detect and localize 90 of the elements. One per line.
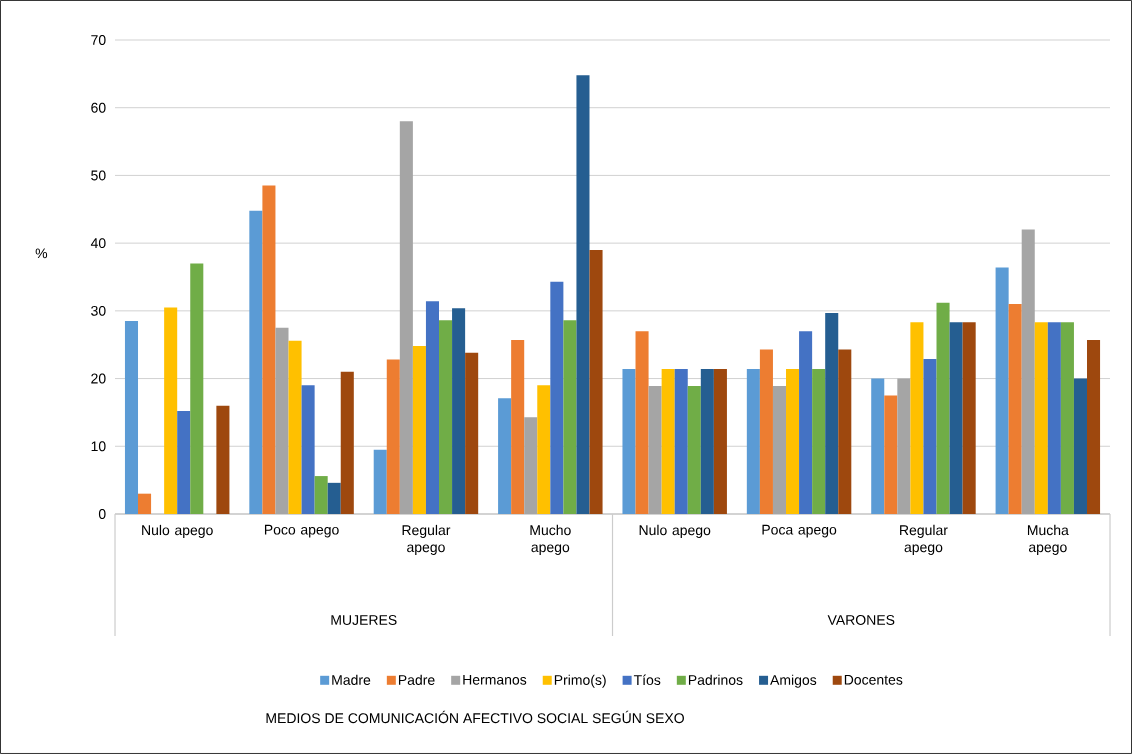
x-tick-label: Mucho apego — [530, 524, 571, 555]
y-axis-title: % — [35, 248, 48, 259]
bar — [635, 331, 649, 514]
legend-label: Padrinos — [688, 674, 743, 685]
bar — [386, 359, 400, 514]
bar — [412, 346, 426, 514]
bar — [262, 185, 276, 514]
legend-label: Padre — [398, 674, 435, 685]
bar — [648, 386, 662, 514]
bar — [452, 308, 466, 514]
bar — [884, 395, 898, 514]
bar — [910, 322, 924, 514]
bar — [301, 385, 315, 514]
legend-label: Tíos — [633, 674, 661, 686]
bar — [825, 312, 839, 514]
bar — [249, 210, 263, 514]
bar — [177, 411, 191, 514]
bar — [511, 339, 525, 514]
text: MUJERES — [331, 615, 397, 625]
bar — [786, 369, 800, 514]
bar — [772, 386, 787, 514]
bar — [190, 263, 204, 514]
bar — [897, 378, 911, 514]
x-tick-label: Poco apego — [264, 524, 339, 538]
legend-label: Primo(s) — [554, 674, 606, 688]
bar — [923, 358, 937, 514]
y-tick-label: 60 — [91, 102, 106, 113]
bar — [1047, 322, 1061, 514]
bar — [661, 369, 675, 514]
bar — [327, 482, 341, 514]
bar — [373, 449, 387, 514]
bar — [216, 405, 230, 514]
bar — [138, 493, 152, 514]
x-tick-label: Poca apego — [762, 524, 837, 538]
bar — [1060, 322, 1074, 514]
bar — [576, 75, 590, 514]
bar — [124, 321, 139, 514]
y-tick-label: 30 — [91, 305, 106, 316]
bar — [275, 327, 289, 514]
bar — [871, 378, 885, 514]
bar — [759, 349, 773, 514]
bar — [700, 369, 714, 514]
y-tick-label: 40 — [90, 238, 106, 249]
x-tick-label: Regular apego — [402, 524, 451, 555]
bar — [1034, 322, 1048, 514]
bar — [995, 267, 1009, 514]
x-tick-label: Regular apego — [900, 524, 948, 555]
bar — [1008, 304, 1022, 514]
bar — [425, 301, 440, 514]
bar — [439, 320, 453, 514]
bar — [838, 349, 852, 514]
legend-label: Madre — [332, 674, 371, 685]
bar — [622, 369, 636, 514]
legend-label: Amigos — [770, 674, 817, 688]
bar — [812, 369, 826, 514]
bar — [288, 340, 302, 514]
bar — [314, 476, 328, 514]
bar — [340, 371, 354, 514]
bar — [687, 386, 701, 514]
y-tick-label: 50 — [91, 170, 106, 181]
bar — [524, 417, 538, 514]
y-tick-label: 0 — [98, 509, 106, 519]
bar — [713, 369, 727, 514]
bar — [164, 307, 178, 514]
bar — [589, 249, 603, 514]
legend-label: Docentes — [844, 674, 903, 685]
bar — [1087, 339, 1101, 514]
legend-label: Hermanos — [463, 674, 527, 685]
bar — [936, 302, 950, 514]
bar — [962, 322, 976, 514]
bar — [674, 369, 688, 514]
text: MEDIOS DE COMUNICACIÓN AFECTIVO SOCIAL SEGÚN SEXO — [266, 710, 684, 724]
x-tick-label: Nulo apego — [142, 524, 213, 538]
bar — [799, 331, 813, 514]
bar — [465, 352, 479, 514]
bar — [498, 398, 512, 514]
bar — [1073, 378, 1088, 514]
bar — [949, 322, 963, 514]
y-tick-label: 20 — [91, 373, 106, 384]
y-tick-label: 70 — [91, 35, 106, 45]
bar — [563, 320, 577, 514]
x-tick-label: Mucha apego — [1027, 524, 1069, 555]
bar — [746, 369, 760, 514]
x-tick-label: Nulo apego — [639, 524, 711, 538]
bar — [1021, 229, 1035, 514]
bar — [399, 121, 413, 514]
bar — [537, 385, 551, 514]
bar — [550, 281, 564, 514]
text: VARONES — [827, 615, 895, 625]
y-tick-label: 10 — [91, 441, 106, 452]
